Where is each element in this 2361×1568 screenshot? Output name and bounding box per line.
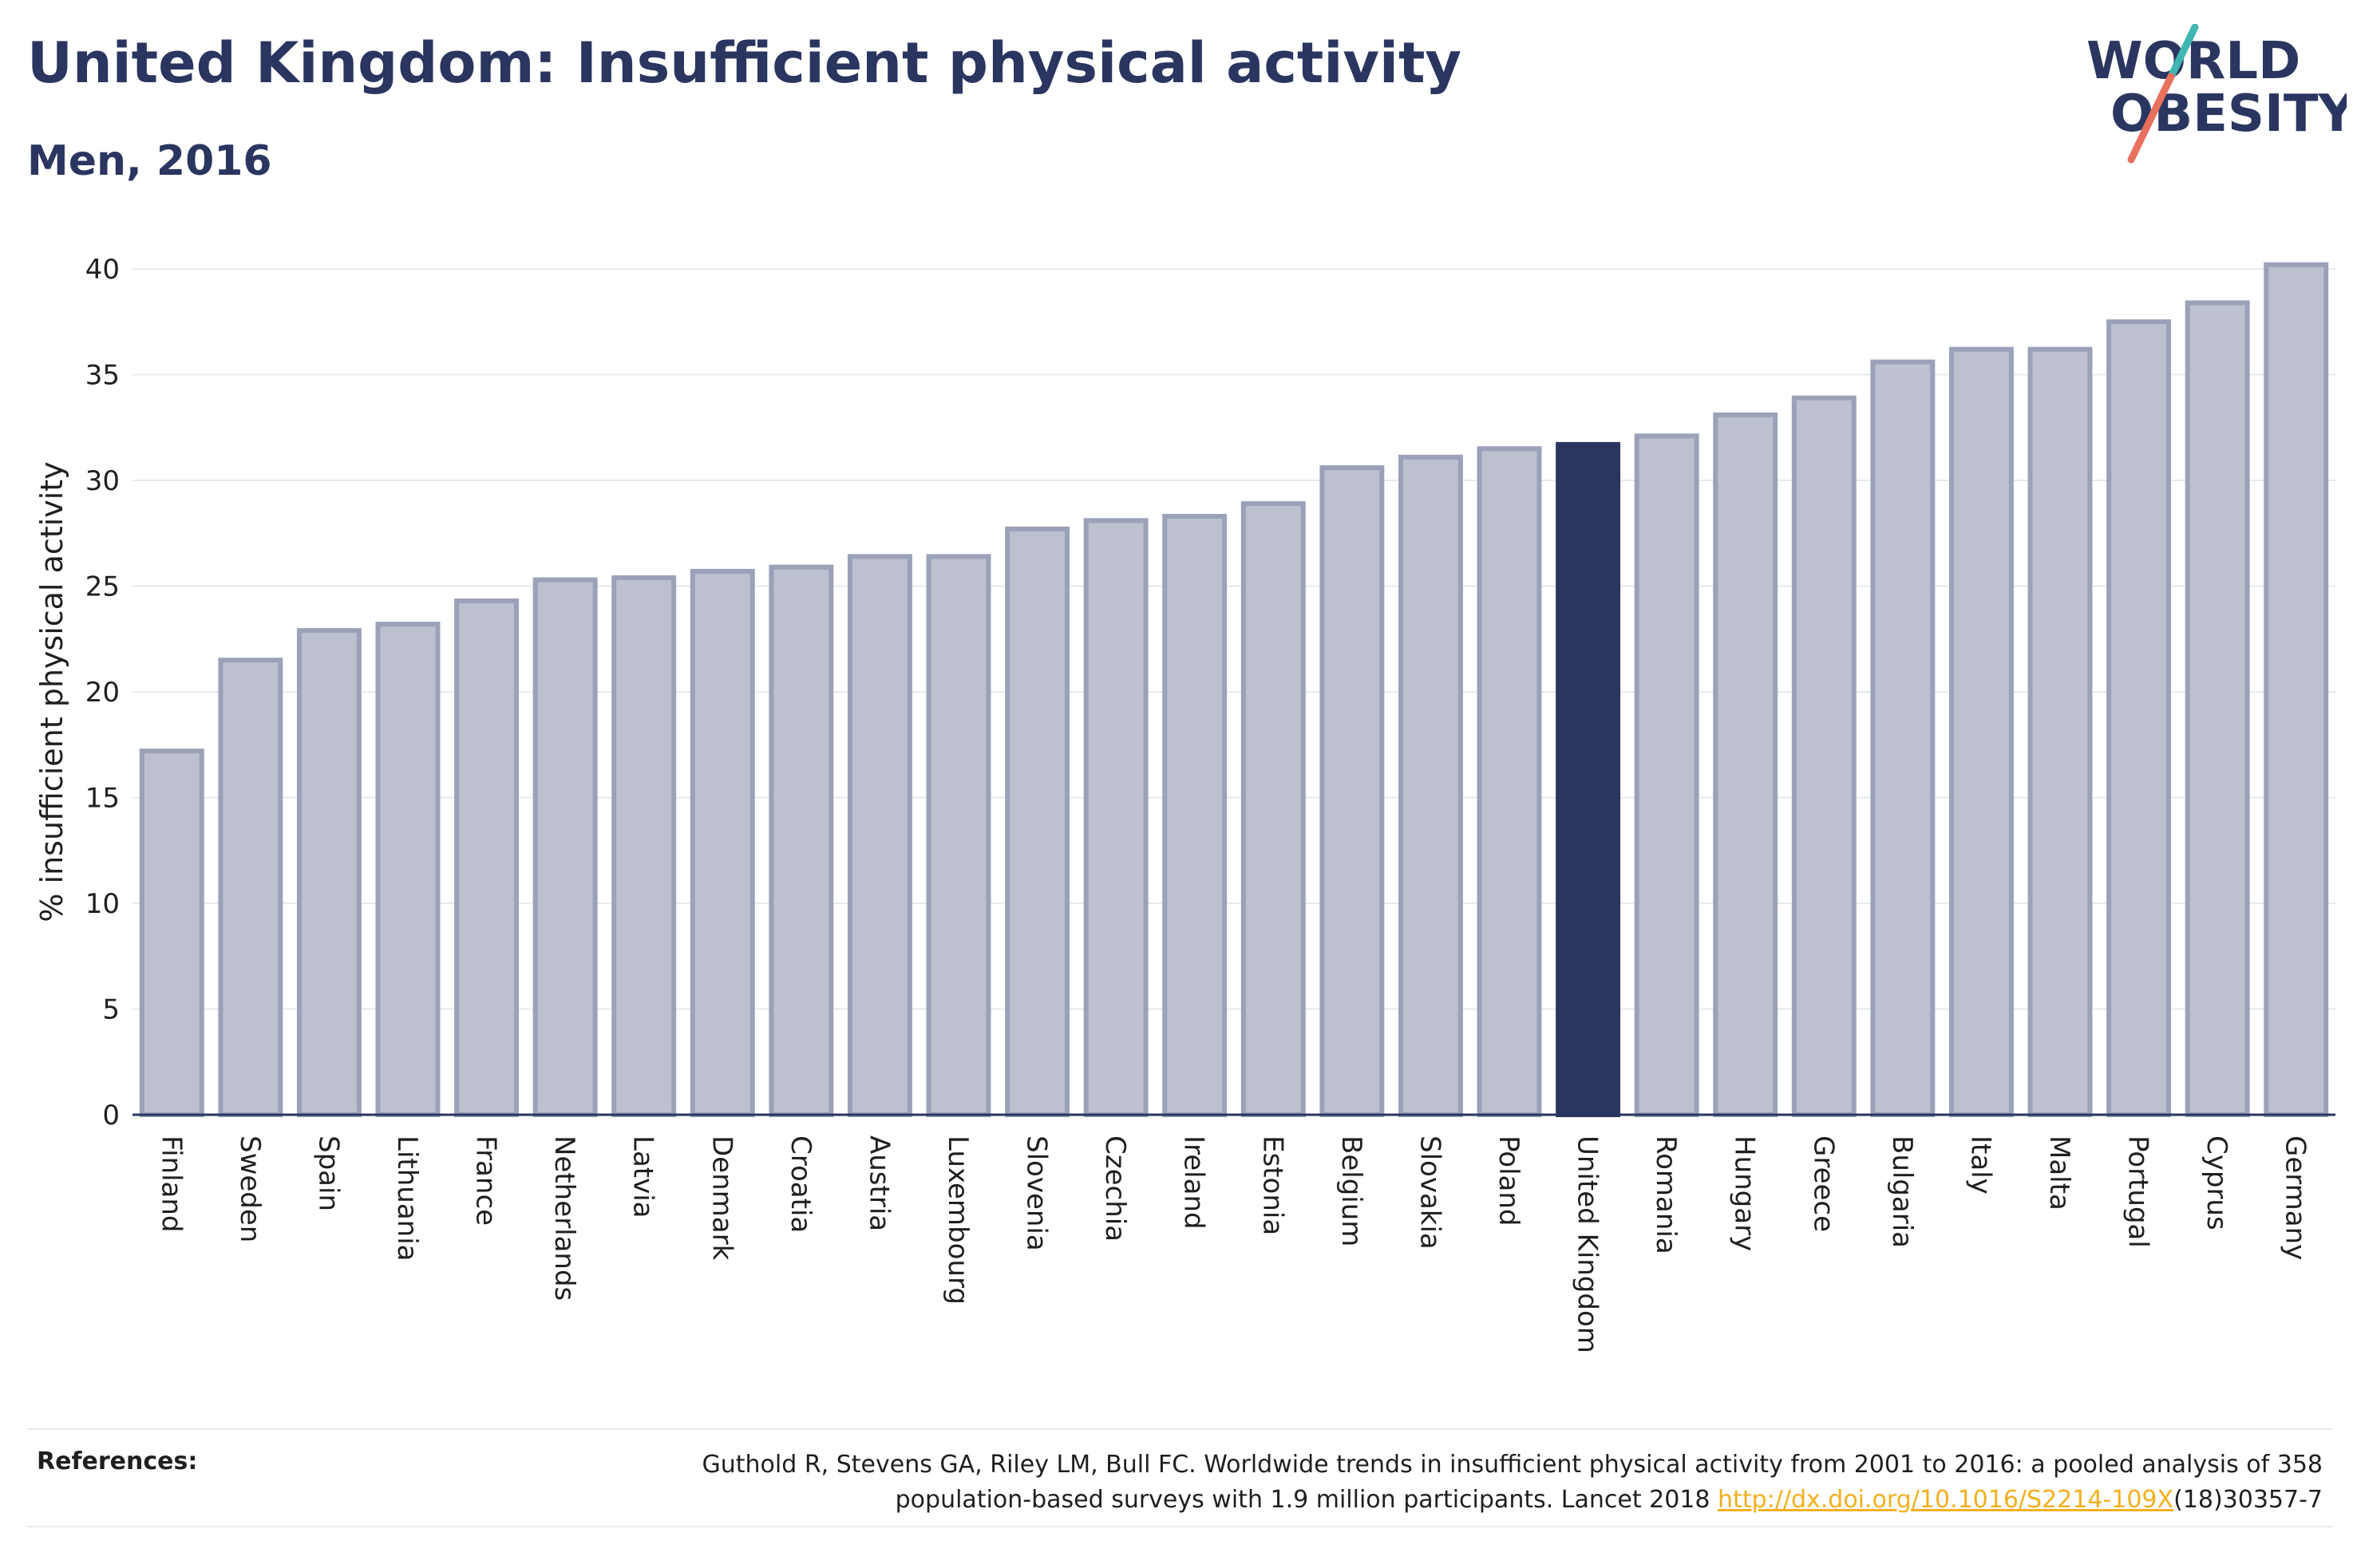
bar-slovakia (1398, 454, 1463, 1117)
bar-romania (1634, 433, 1699, 1117)
bar-portugal (2106, 319, 2172, 1117)
references-label: References: (37, 1448, 198, 1475)
x-tick-label: Slovenia (1021, 1136, 1053, 1251)
bar-cyprus (2185, 300, 2250, 1117)
bar-croatia (769, 564, 834, 1117)
logo-line1: WORLD (2086, 32, 2300, 91)
x-tick-label: Hungary (1729, 1136, 1761, 1251)
y-tick-label: 15 (85, 783, 120, 815)
bar-malta (2027, 346, 2093, 1117)
x-tick-label: Austria (863, 1136, 895, 1231)
bar-czechia (1083, 518, 1149, 1117)
bar-poland (1477, 446, 1542, 1117)
x-tick-label: Portugal (2122, 1136, 2154, 1248)
reference-line1: Guthold R, Stevens GA, Riley LM, Bull FC… (702, 1451, 2323, 1479)
chart-subtitle: Men, 2016 (27, 137, 272, 185)
x-tick-label: Poland (1493, 1136, 1525, 1226)
bar-austria (847, 554, 912, 1117)
x-tick-label: France (470, 1136, 502, 1226)
y-tick-label: 40 (85, 254, 120, 286)
x-tick-label: United Kingdom (1572, 1136, 1604, 1353)
y-axis-label: % insufficient physical activity (34, 461, 69, 922)
x-tick-label: Belgium (1335, 1136, 1367, 1246)
logo-slash-teal (2167, 24, 2199, 81)
x-tick-label: Bulgaria (1886, 1136, 1918, 1248)
bar-lithuania (375, 622, 441, 1117)
x-tick-label: Malta (2043, 1136, 2075, 1211)
reference-doi-link[interactable]: http://dx.doi.org/10.1016/S2214-109X (1718, 1486, 2174, 1514)
bar-finland (139, 748, 204, 1117)
x-tick-label: Lithuania (391, 1136, 423, 1261)
x-tick-label: Denmark (706, 1136, 738, 1261)
bar-slovenia (1005, 526, 1070, 1117)
x-tick-label: Greece (1807, 1136, 1839, 1232)
x-tick-label: Sweden (234, 1136, 266, 1242)
bar-denmark (690, 568, 755, 1117)
bar-latvia (611, 575, 677, 1117)
x-tick-labels: Finland Sweden Spain Lithuania France Netherl… (155, 1136, 2311, 1353)
x-tick-label: Latvia (627, 1136, 659, 1218)
x-tick-label: Ireland (1178, 1136, 1210, 1230)
reference-line2: population-based surveys with 1.9 millio… (895, 1486, 1718, 1514)
y-tick-label: 0 (102, 1100, 120, 1132)
y-tick-label: 10 (85, 888, 120, 920)
y-tick-label: 30 (85, 465, 120, 497)
y-tick-label: 25 (85, 571, 120, 603)
references-text: Guthold R, Stevens GA, Riley LM, Bull FC… (407, 1448, 2323, 1518)
bar-estonia (1240, 501, 1306, 1117)
bar-hungary (1713, 412, 1778, 1117)
bar-germany (2264, 262, 2329, 1118)
bars (139, 262, 2329, 1118)
bar-luxembourg (926, 554, 991, 1117)
y-tick-label: 5 (102, 994, 120, 1026)
x-tick-label: Cyprus (2201, 1136, 2232, 1230)
bar-greece (1791, 395, 1857, 1117)
y-tick-label: 35 (85, 360, 120, 392)
logo-slash-coral (2127, 73, 2175, 164)
x-tick-label: Germany (2280, 1136, 2312, 1260)
x-tick-label: Italy (1964, 1136, 1996, 1195)
bar-sweden (218, 658, 283, 1117)
bar-spain (296, 628, 362, 1117)
bar-bulgaria (1870, 359, 1936, 1118)
references-box: References: Guthold R, Stevens GA, Riley… (27, 1428, 2332, 1527)
world-obesity-logo: WORLD OBESITY (2086, 24, 2347, 164)
bar-ireland (1162, 514, 1228, 1117)
x-tick-label: Czechia (1099, 1136, 1131, 1242)
bar-belgium (1319, 465, 1385, 1117)
reference-line2-end: (18)30357-7 (2173, 1486, 2323, 1514)
x-tick-label: Netherlands (548, 1136, 580, 1301)
y-tick-labels: 0 5 10 15 20 25 30 35 40 (85, 254, 120, 1132)
bar-france (454, 598, 520, 1117)
bar-netherlands (532, 577, 598, 1117)
bar-chart: 0 5 10 15 20 25 30 35 40 Finland Sweden Spain Lithu… (34, 254, 2335, 1353)
bar-united-kingdom (1556, 441, 1621, 1117)
x-tick-label: Spain (312, 1136, 344, 1211)
y-tick-label: 20 (85, 677, 120, 709)
chart-title: United Kingdom: Insufficient physical ac… (27, 30, 1462, 96)
x-tick-label: Estonia (1256, 1136, 1288, 1235)
x-tick-label: Finland (155, 1136, 187, 1233)
x-tick-label: Luxembourg (942, 1136, 974, 1305)
x-tick-label: Slovakia (1414, 1136, 1445, 1250)
x-tick-label: Croatia (785, 1136, 817, 1233)
x-tick-label: Romania (1650, 1136, 1682, 1254)
bar-italy (1948, 346, 2014, 1117)
